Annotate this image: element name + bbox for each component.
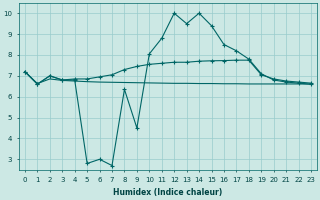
X-axis label: Humidex (Indice chaleur): Humidex (Indice chaleur) [113, 188, 223, 197]
